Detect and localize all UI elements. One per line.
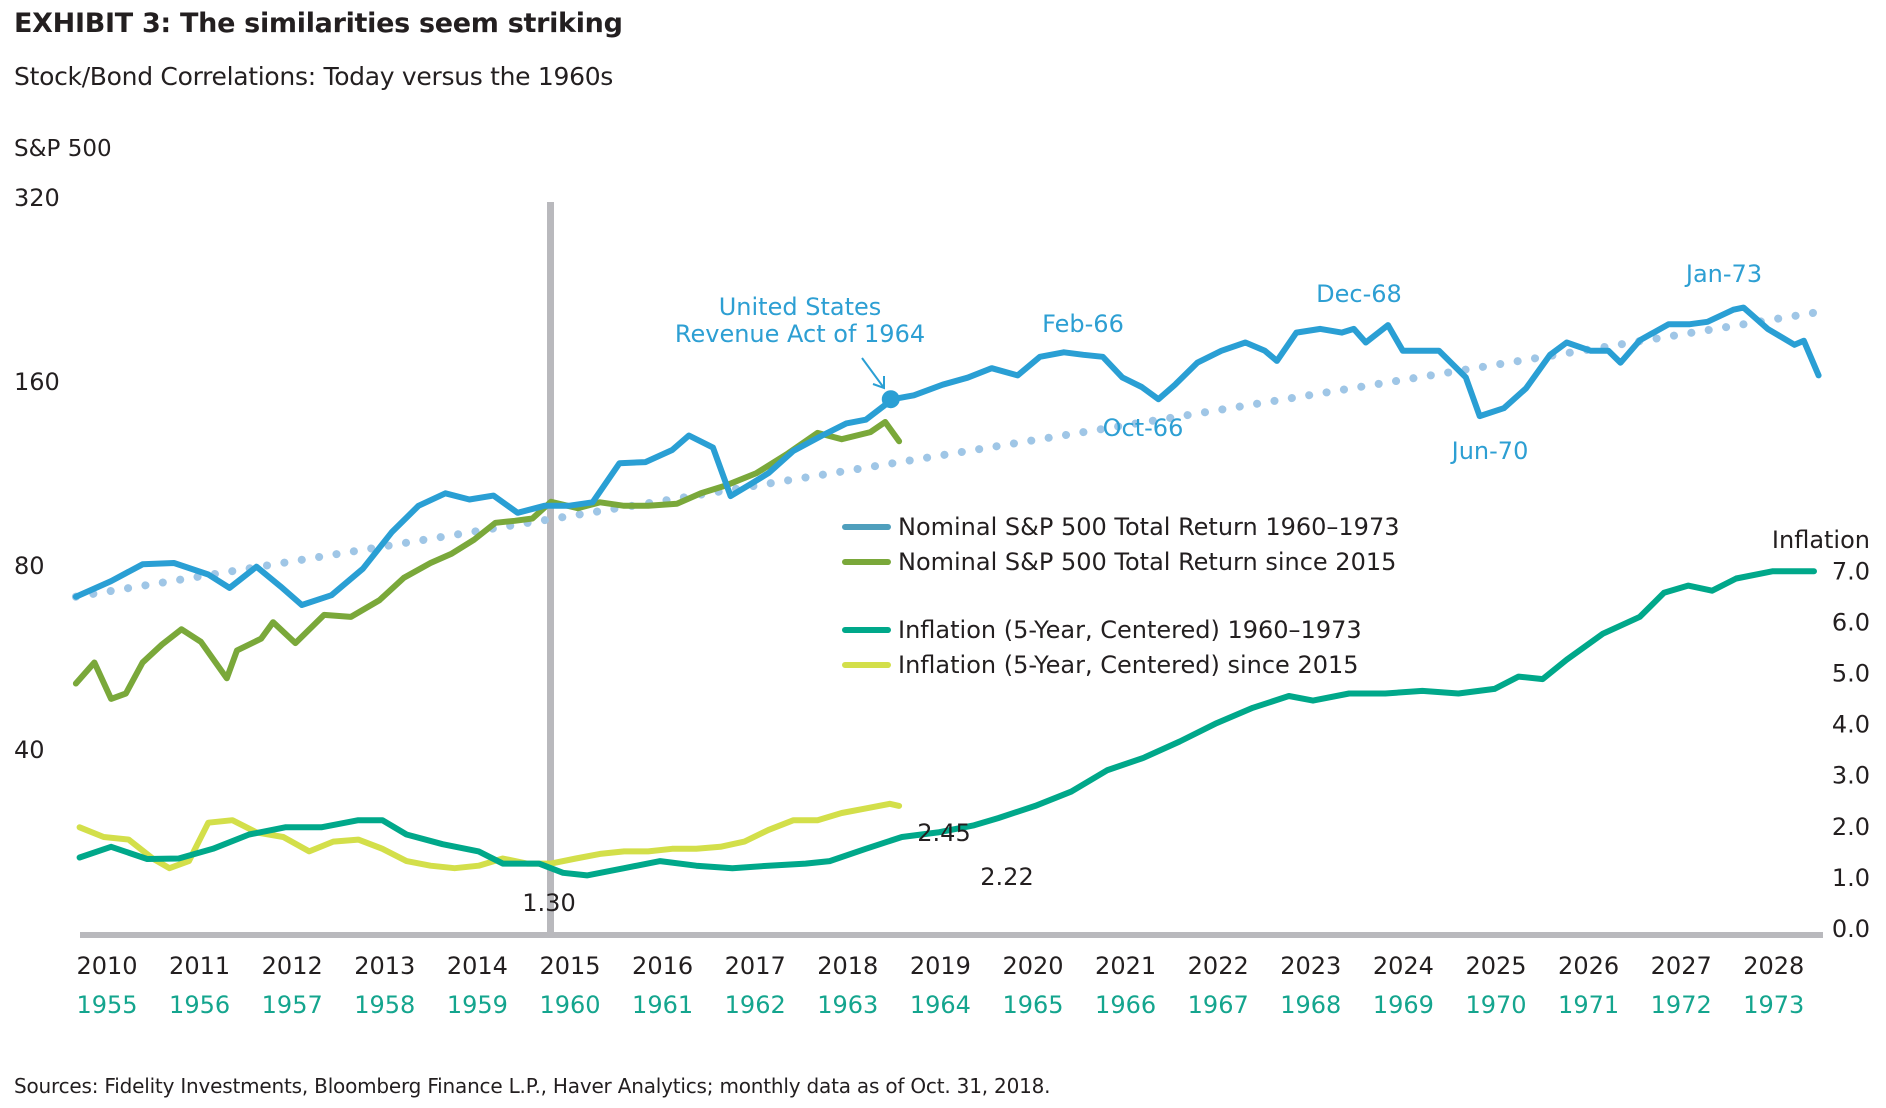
x-axis-label-current: 2026 <box>1558 952 1619 980</box>
annotation-oct-66: Oct-66 <box>1103 414 1184 442</box>
value-label: 2.22 <box>980 863 1033 891</box>
x-axis-label-1960s: 1963 <box>817 991 878 1019</box>
right-axis-tick-label: 6.0 <box>1832 608 1870 636</box>
annotation-dec-68: Dec-68 <box>1316 280 1402 308</box>
source-note: Sources: Fidelity Investments, Bloomberg… <box>14 1074 1051 1098</box>
x-axis-label-current: 2018 <box>817 952 878 980</box>
x-axis-label-1960s: 1967 <box>1188 991 1249 1019</box>
x-axis-label-1960s: 1970 <box>1465 991 1526 1019</box>
x-axis-label-1960s: 1957 <box>262 991 323 1019</box>
x-axis-label-1960s: 1971 <box>1558 991 1619 1019</box>
x-axis-label-1960s: 1968 <box>1280 991 1341 1019</box>
chart-title: EXHIBIT 3: The similarities seem strikin… <box>14 8 623 39</box>
left-axis-tick-label: 40 <box>14 736 45 764</box>
x-axis-label-current: 2024 <box>1373 952 1434 980</box>
x-axis-label-current: 2014 <box>447 952 508 980</box>
left-axis-tick-label: 160 <box>14 368 60 396</box>
legend: Nominal S&P 500 Total Return 1960–1973 No… <box>842 513 1400 679</box>
legend-label-infl_1960: Inflation (5-Year, Centered) 1960–1973 <box>898 616 1362 644</box>
x-axis-label-current: 2019 <box>910 952 971 980</box>
series-line-sp_2015 <box>72 419 903 702</box>
legend-label-infl_2015: Inflation (5-Year, Centered) since 2015 <box>898 651 1359 679</box>
x-axis-label-current: 2011 <box>169 952 230 980</box>
series-line-infl_1960 <box>76 568 1817 879</box>
x-axis-label-current: 2016 <box>632 952 693 980</box>
x-axis-label-current: 2021 <box>1095 952 1156 980</box>
x-axis-label-1960s: 1964 <box>910 991 971 1019</box>
left-axis-tick-label: 80 <box>14 552 45 580</box>
right-axis-title: Inflation <box>1772 526 1870 554</box>
series-line-trend <box>71 306 1830 601</box>
x-axis-label-current: 2027 <box>1651 952 1712 980</box>
annotation-arrow <box>861 357 885 389</box>
revenue-act-point <box>881 390 900 409</box>
series-line-sp_1960 <box>72 304 1822 608</box>
x-axis-label-current: 2023 <box>1280 952 1341 980</box>
x-axis-label-current: 2017 <box>725 952 786 980</box>
right-axis-tick-label: 1.0 <box>1832 864 1870 892</box>
annotation-revenue-act-line1: United States <box>719 293 882 321</box>
x-axis-label-1960s: 1966 <box>1095 991 1156 1019</box>
x-axis-label-1960s: 1965 <box>1002 991 1063 1019</box>
x-axis-label-current: 2022 <box>1188 952 1249 980</box>
right-axis-tick-label: 7.0 <box>1832 557 1870 585</box>
left-axis-title: S&P 500 <box>14 136 112 162</box>
x-axis-label-current: 2015 <box>539 952 600 980</box>
x-axis-label-current: 2010 <box>76 952 137 980</box>
x-axis-label-current: 2025 <box>1465 952 1526 980</box>
chart-subtitle: Stock/Bond Correlations: Today versus th… <box>14 62 614 91</box>
x-axis-label-1960s: 1961 <box>632 991 693 1019</box>
x-axis-label-1960s: 1972 <box>1651 991 1712 1019</box>
x-axis-label-current: 2013 <box>354 952 415 980</box>
right-axis-tick-label: 0.0 <box>1832 915 1870 943</box>
value-label: 2.45 <box>917 819 970 847</box>
left-axis-tick-label: 320 <box>14 184 60 212</box>
x-axis-label-1960s: 1973 <box>1743 991 1804 1019</box>
x-axis-label-1960s: 1969 <box>1373 991 1434 1019</box>
x-axis-label-1960s: 1959 <box>447 991 508 1019</box>
x-axis-label-current: 2020 <box>1002 952 1063 980</box>
x-axis-label-1960s: 1955 <box>76 991 137 1019</box>
axes: 320 160 80 40 7.0 6.0 5.0 4.0 3.0 2.0 1.0 0.0 Inflat… <box>14 184 1870 1019</box>
x-axis-label-current: 2028 <box>1743 952 1804 980</box>
x-axis-label-1960s: 1958 <box>354 991 415 1019</box>
legend-label-sp_2015: Nominal S&P 500 Total Return since 2015 <box>898 548 1396 576</box>
annotation-revenue-act-line2: Revenue Act of 1964 <box>675 320 925 348</box>
x-axis-baseline <box>80 932 1823 938</box>
right-axis-tick-label: 2.0 <box>1832 813 1870 841</box>
right-axis-tick-label: 5.0 <box>1832 660 1870 688</box>
x-axis-label-1960s: 1960 <box>539 991 600 1019</box>
vertical-marker-2015 <box>547 202 554 937</box>
right-axis-tick-label: 3.0 <box>1832 762 1870 790</box>
annotation-feb-66: Feb-66 <box>1042 310 1124 338</box>
x-axis-label-current: 2012 <box>262 952 323 980</box>
annotation-jun-70: Jun-70 <box>1450 437 1529 465</box>
x-axis-label-1960s: 1956 <box>169 991 230 1019</box>
series-line-infl_2015 <box>76 800 903 872</box>
series-group <box>71 304 1830 879</box>
value-label: 1.30 <box>522 889 575 917</box>
annotation-jan-73: Jan-73 <box>1684 260 1762 288</box>
legend-label-sp_1960: Nominal S&P 500 Total Return 1960–1973 <box>898 513 1400 541</box>
right-axis-tick-label: 4.0 <box>1832 711 1870 739</box>
arrowhead-icon <box>872 376 885 390</box>
x-axis-label-1960s: 1962 <box>725 991 786 1019</box>
